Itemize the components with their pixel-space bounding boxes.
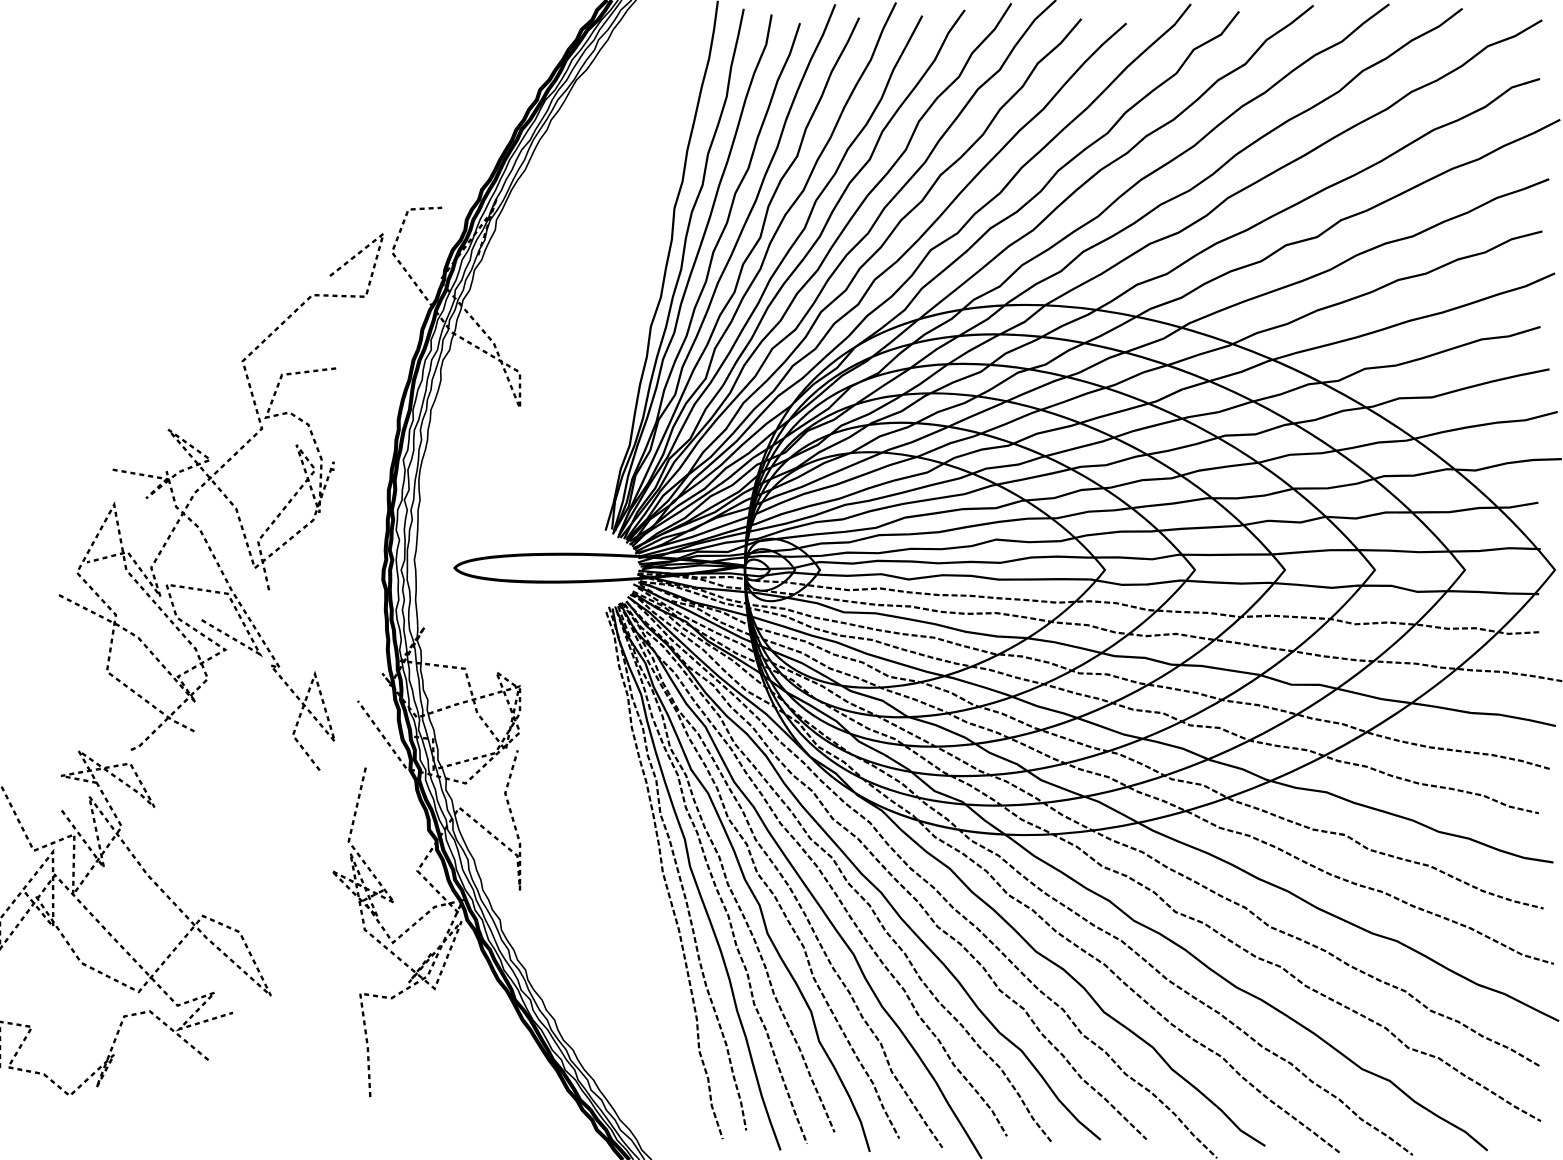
fan-contour bbox=[639, 579, 1544, 910]
fan-contour bbox=[611, 3, 837, 535]
bow-shock bbox=[400, 0, 641, 1160]
dashed-contour bbox=[0, 749, 156, 899]
dashed-contour bbox=[75, 501, 210, 752]
fan-contour bbox=[634, 593, 1489, 1152]
fan-contour bbox=[623, 602, 1053, 1143]
wake-contour bbox=[743, 421, 1197, 719]
fan-contour bbox=[625, 600, 1148, 1141]
wake-contour bbox=[743, 537, 822, 603]
dashed-contour bbox=[358, 887, 465, 1098]
wake-contour bbox=[743, 303, 1557, 837]
fan-contour bbox=[638, 325, 1541, 560]
fan-contour bbox=[625, 18, 1083, 541]
dashed-contour bbox=[86, 230, 386, 598]
dashed-contour bbox=[381, 626, 521, 754]
fan-contour bbox=[636, 573, 1557, 728]
fan-contour bbox=[612, 14, 773, 533]
fan-contour bbox=[607, 606, 748, 1131]
fan-contour bbox=[623, 9, 966, 540]
fan-contour bbox=[631, 4, 1315, 548]
bow-shock bbox=[387, 0, 632, 1160]
bow-shock bbox=[381, 0, 625, 1160]
fan-contour bbox=[625, 600, 1102, 1141]
wake-contour bbox=[743, 558, 772, 582]
fan-contour bbox=[614, 22, 802, 532]
fan-contour bbox=[632, 77, 1541, 551]
wake-contour bbox=[743, 548, 797, 592]
fan-contour bbox=[631, 592, 1341, 1154]
fan-contour bbox=[615, 610, 809, 1145]
fan-contour bbox=[629, 10, 1241, 543]
bow-shock bbox=[413, 0, 653, 1160]
wake-contour bbox=[743, 392, 1287, 748]
fan-contour bbox=[637, 368, 1550, 564]
fan-contour bbox=[626, 595, 1266, 1148]
fan-contour bbox=[640, 458, 1562, 568]
fan-contour bbox=[604, 0, 719, 532]
fan-contour bbox=[614, 606, 871, 1153]
fan-contour bbox=[625, 0, 1057, 540]
fan-contour bbox=[639, 272, 1556, 558]
fan-contour bbox=[630, 598, 1218, 1159]
wake-contour bbox=[743, 333, 1467, 807]
dashed-contour bbox=[35, 795, 273, 997]
dashed-contour bbox=[112, 428, 335, 571]
fan-contour bbox=[617, 17, 861, 537]
fan-contour bbox=[616, 15, 924, 539]
fan-contour bbox=[637, 586, 1540, 1067]
fan-contour bbox=[619, 2, 1013, 539]
fan-contour bbox=[629, 593, 1414, 1156]
fan-contour bbox=[638, 569, 1540, 596]
wake-contour bbox=[743, 451, 1107, 689]
fan-contour bbox=[625, 22, 1128, 544]
dashed-contour bbox=[0, 1010, 210, 1098]
fan-contour bbox=[638, 570, 1540, 636]
fan-contour bbox=[618, 2, 898, 534]
fan-contour bbox=[637, 178, 1550, 555]
fan-contour bbox=[617, 603, 944, 1149]
fan-contour bbox=[639, 574, 1551, 771]
dashed-contour bbox=[58, 583, 264, 704]
fan-contour bbox=[641, 580, 1540, 815]
fan-contour bbox=[611, 608, 782, 1151]
fan-contour bbox=[611, 8, 745, 530]
dashed-contour bbox=[330, 763, 463, 991]
fan-contour bbox=[617, 605, 836, 1133]
fan-contour bbox=[620, 602, 1008, 1137]
fan-contour bbox=[637, 581, 1554, 864]
fan-contour bbox=[634, 230, 1543, 555]
fan-contour bbox=[639, 410, 1559, 566]
dashed-contour bbox=[0, 848, 234, 1032]
airfoil bbox=[453, 552, 746, 584]
fan-contour bbox=[632, 583, 1560, 1023]
fan-contour bbox=[641, 501, 1539, 571]
fan-contour bbox=[635, 118, 1561, 553]
fan-contour bbox=[618, 602, 901, 1140]
bow-shock bbox=[406, 0, 646, 1160]
dashed-contour bbox=[256, 366, 340, 591]
fan-contour bbox=[618, 602, 983, 1160]
wake-contour bbox=[743, 362, 1377, 778]
fan-contour bbox=[628, 3, 1390, 546]
bow-shock bbox=[395, 0, 635, 1160]
fan-contour bbox=[630, 3, 1192, 546]
fan-contour bbox=[639, 583, 1555, 965]
dashed-contour bbox=[415, 749, 522, 914]
